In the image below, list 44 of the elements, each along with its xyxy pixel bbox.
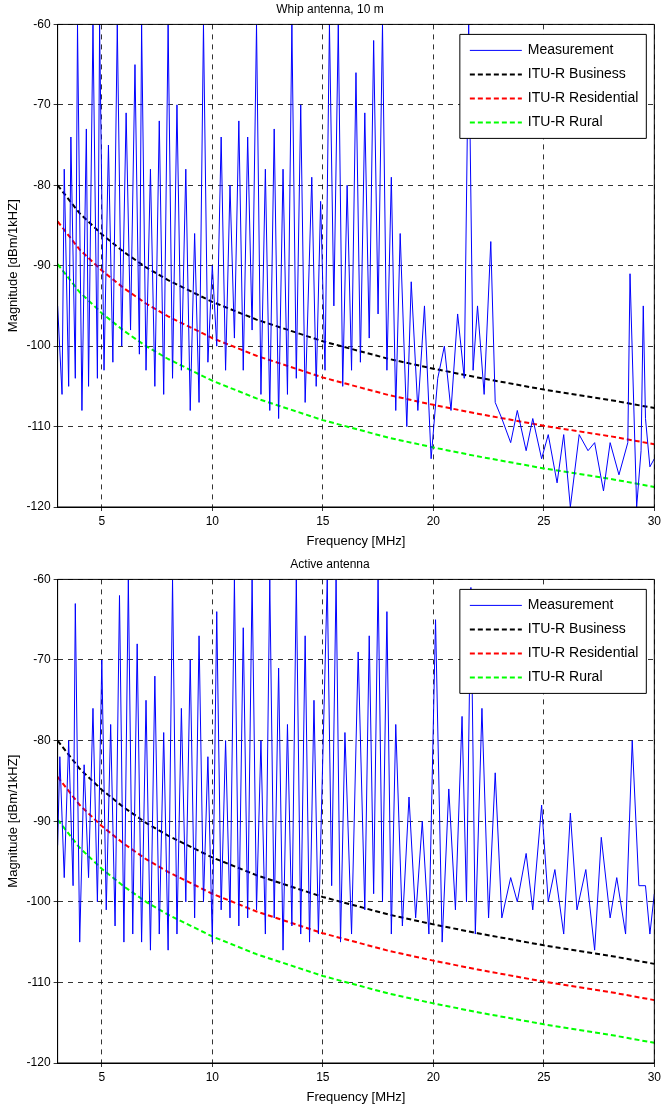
legend-label: ITU-R Business bbox=[527, 620, 626, 637]
x-tick-label: 5 bbox=[98, 513, 106, 528]
y-tick-label: -110 bbox=[27, 974, 51, 989]
y-tick-label: -80 bbox=[33, 177, 51, 192]
x-tick-label: 30 bbox=[647, 1069, 662, 1084]
y-tick-label: -90 bbox=[33, 258, 51, 273]
legend-label: Measurement bbox=[527, 41, 614, 58]
legend-label: ITU-R Residential bbox=[527, 644, 639, 661]
line-series bbox=[57, 263, 655, 488]
y-tick-label: -100 bbox=[26, 338, 51, 353]
y-tick-label: -70 bbox=[33, 97, 51, 112]
y-tick-label: -90 bbox=[33, 813, 51, 828]
x-axis-title: Frequency [MHz] bbox=[306, 532, 406, 548]
x-tick-label: 10 bbox=[205, 513, 220, 528]
y-tick-label: -110 bbox=[27, 418, 51, 433]
y-tick-label: -100 bbox=[26, 894, 51, 909]
x-tick-label: 15 bbox=[316, 1069, 330, 1084]
chart-title: Active antenna bbox=[290, 556, 371, 571]
line-series bbox=[57, 818, 655, 1044]
line-series bbox=[57, 775, 655, 1002]
legend-label: ITU-R Residential bbox=[527, 89, 639, 106]
y-tick-label: -70 bbox=[33, 652, 51, 667]
x-tick-label: 20 bbox=[426, 513, 441, 528]
legend-label: Measurement bbox=[527, 596, 614, 613]
y-tick-label: -120 bbox=[26, 499, 51, 514]
x-tick-label: 25 bbox=[537, 513, 551, 528]
x-tick-label: 15 bbox=[316, 513, 330, 528]
x-tick-label: 5 bbox=[98, 1069, 106, 1084]
x-tick-label: 30 bbox=[647, 513, 662, 528]
legend-label: ITU-R Business bbox=[527, 65, 626, 82]
legend-label: ITU-R Rural bbox=[527, 113, 603, 130]
x-tick-label: 25 bbox=[537, 1069, 551, 1084]
y-axis-title: Magnitude [dBm/1kHZ] bbox=[5, 199, 21, 333]
y-tick-label: -80 bbox=[33, 732, 51, 747]
line-series bbox=[57, 220, 655, 446]
chart-title: Whip antenna, 10 m bbox=[276, 1, 384, 16]
y-tick-label: -60 bbox=[33, 16, 51, 31]
y-axis-title: Magnitude [dBm/1kHZ] bbox=[5, 754, 21, 888]
y-tick-label: -120 bbox=[26, 1055, 51, 1070]
x-axis-title: Frequency [MHz] bbox=[306, 1088, 406, 1104]
x-tick-label: 10 bbox=[205, 1069, 220, 1084]
y-tick-label: -60 bbox=[33, 571, 51, 586]
legend-label: ITU-R Rural bbox=[527, 668, 603, 685]
x-tick-label: 20 bbox=[426, 1069, 441, 1084]
